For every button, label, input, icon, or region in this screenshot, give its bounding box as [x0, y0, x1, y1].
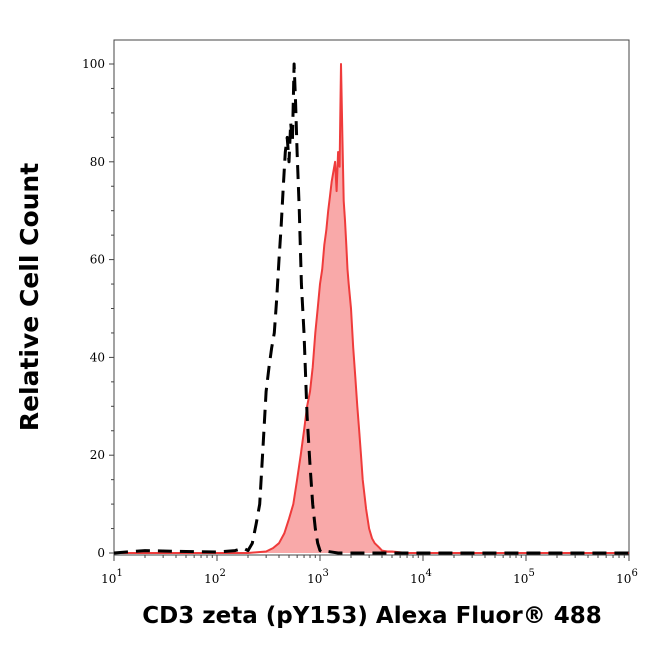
x-tick-label: 105	[513, 568, 535, 586]
y-tick-label: 60	[90, 253, 105, 267]
y-tick-label: 0	[97, 546, 105, 560]
y-tick-label: 80	[90, 155, 105, 169]
x-axis: 101 102 103 104 105 106	[101, 555, 638, 586]
y-axis-label: Relative Cell Count	[15, 163, 44, 431]
x-tick-label: 103	[307, 568, 329, 586]
y-axis: 0 20 40 60 80 100	[82, 57, 114, 560]
x-axis-label: CD3 zeta (pY153) Alexa Fluor® 488	[142, 603, 601, 629]
y-tick-label: 40	[90, 350, 105, 364]
series-layer	[113, 62, 629, 555]
plot-frame	[113, 39, 630, 556]
y-tick-label: 100	[82, 57, 105, 71]
x-tick-label: 104	[410, 568, 432, 586]
series-dashed-line	[113, 62, 629, 555]
x-tick-label: 106	[616, 568, 638, 586]
series-area-outline	[114, 63, 629, 554]
series-area-fill	[114, 64, 629, 553]
x-tick-label: 101	[101, 568, 123, 586]
x-tick-label: 102	[204, 568, 226, 586]
y-tick-label: 20	[90, 448, 105, 462]
